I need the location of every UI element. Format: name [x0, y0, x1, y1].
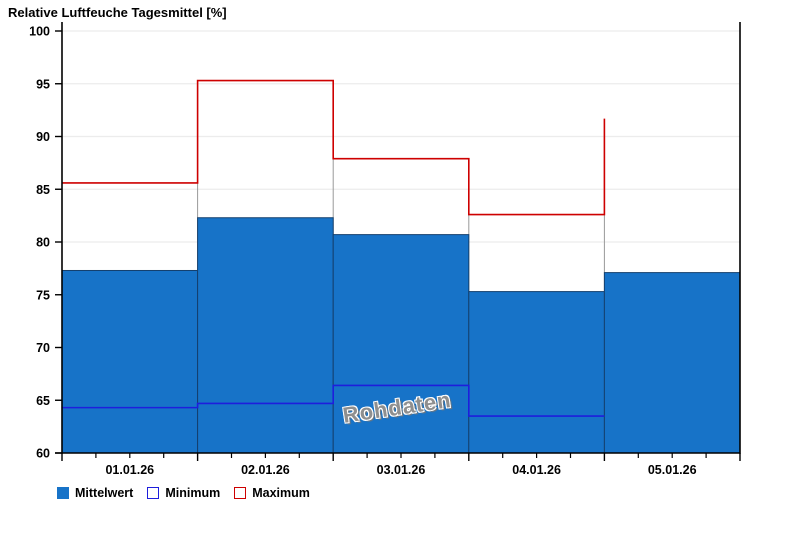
y-tick-label: 60 [36, 447, 50, 461]
x-tick-label: 02.01.26 [241, 463, 290, 477]
legend-label-mittelwert: Mittelwert [75, 486, 134, 500]
mean-bar [197, 217, 334, 454]
legend-item-minimum: Minimum [147, 487, 220, 500]
min-step-line [62, 384, 605, 417]
mean-bar [332, 234, 470, 454]
mean-swatch-icon [57, 487, 69, 500]
chart-title: Relative Luftfeuche Tagesmittel [%] [8, 5, 227, 20]
min-swatch-icon [147, 487, 160, 500]
y-tick-label: 80 [36, 236, 50, 250]
x-tick-label: 01.01.26 [105, 463, 154, 477]
x-tick-label: 05.01.26 [648, 463, 697, 477]
max-swatch-icon [234, 487, 247, 500]
max-step-line [62, 79, 606, 216]
y-tick-label: 100 [29, 25, 50, 39]
mean-bar [468, 291, 605, 454]
y-tick-label: 65 [36, 394, 50, 408]
legend-label-maximum: Maximum [252, 486, 310, 500]
legend-item-mittelwert: Mittelwert [57, 487, 133, 500]
mean-bar [61, 269, 199, 454]
x-tick-label: 03.01.26 [377, 463, 426, 477]
legend-label-minimum: Minimum [165, 486, 221, 500]
mean-bar [603, 272, 741, 454]
y-tick-label: 75 [36, 288, 50, 302]
y-tick-label: 85 [36, 183, 50, 197]
legend: Mittelwert Minimum Maximum [57, 487, 310, 500]
y-tick-label: 90 [36, 130, 50, 144]
legend-item-maximum: Maximum [234, 487, 310, 500]
y-tick-label: 70 [36, 341, 50, 355]
x-tick-label: 04.01.26 [512, 463, 561, 477]
y-tick-label: 95 [36, 77, 50, 91]
